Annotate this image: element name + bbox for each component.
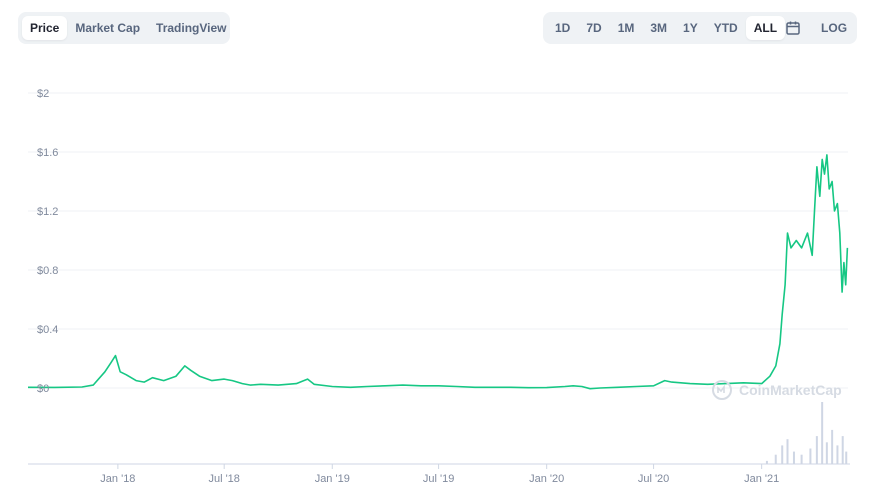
tab-market-cap[interactable]: Market Cap xyxy=(75,21,141,35)
range-1m-button[interactable]: 1M xyxy=(617,21,635,35)
log-scale-button[interactable]: LOG xyxy=(821,21,848,35)
price-series-line xyxy=(27,154,849,390)
tab-tradingview[interactable]: TradingView xyxy=(156,21,227,35)
range-ytd-button[interactable]: YTD xyxy=(713,21,738,35)
volume-bar xyxy=(809,448,812,464)
range-1d-button[interactable]: 1D xyxy=(555,21,571,35)
volume-bar xyxy=(825,442,828,464)
y-tick-label: $0.8 xyxy=(37,265,58,277)
coinmarketcap-logo xyxy=(712,380,732,400)
volume-bar xyxy=(815,436,818,464)
volume-bar xyxy=(841,436,844,464)
x-tick-label: Jan '20 xyxy=(529,473,564,485)
volume-bar xyxy=(821,402,824,464)
volume-bar xyxy=(792,451,795,464)
watermark-text: CoinMarketCap xyxy=(739,382,842,398)
x-tick-label: Jul '19 xyxy=(423,473,454,485)
tab-price[interactable]: Price xyxy=(22,16,68,40)
range-all-button[interactable]: ALL xyxy=(745,16,786,40)
volume-bar xyxy=(836,445,839,464)
chart-tabs: Price Market Cap TradingView xyxy=(18,12,230,44)
x-tick-label: Jan '21 xyxy=(744,473,779,485)
volume-bar xyxy=(800,454,803,464)
range-7d-button[interactable]: 7D xyxy=(586,21,602,35)
y-tick-label: $1.2 xyxy=(37,206,58,218)
x-tick-label: Jan '19 xyxy=(315,473,350,485)
y-tick-label: $1.6 xyxy=(37,147,58,159)
volume-bar xyxy=(774,454,777,464)
x-tick-label: Jan '18 xyxy=(100,473,135,485)
volume-bar xyxy=(765,460,768,464)
calendar-icon[interactable] xyxy=(785,16,801,40)
watermark: CoinMarketCap xyxy=(712,380,842,400)
volume-bar xyxy=(786,439,789,464)
volume-bar xyxy=(831,429,834,464)
x-tick-label: Jul '18 xyxy=(208,473,239,485)
range-1y-button[interactable]: 1Y xyxy=(683,21,698,35)
y-tick-label: $0 xyxy=(37,383,49,395)
y-tick-label: $2 xyxy=(37,88,49,100)
range-selector: 1D 7D 1M 3M 1Y YTD ALL LOG xyxy=(543,12,857,44)
volume-bar xyxy=(845,451,848,464)
x-tick-label: Jul '20 xyxy=(638,473,669,485)
volume-bar xyxy=(781,445,784,464)
range-3m-button[interactable]: 3M xyxy=(650,21,668,35)
y-tick-label: $0.4 xyxy=(37,324,58,336)
